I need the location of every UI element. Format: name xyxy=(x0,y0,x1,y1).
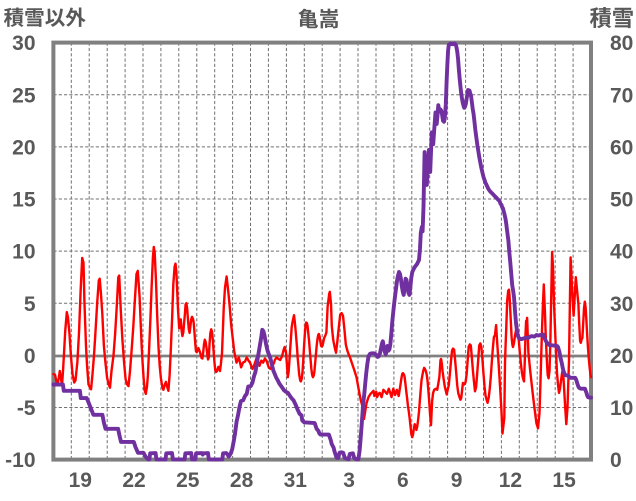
svg-text:10: 10 xyxy=(12,241,35,264)
svg-text:3: 3 xyxy=(343,469,355,492)
svg-text:20: 20 xyxy=(12,137,35,160)
svg-text:30: 30 xyxy=(610,293,633,316)
svg-text:6: 6 xyxy=(397,469,409,492)
svg-text:60: 60 xyxy=(610,137,633,160)
svg-text:28: 28 xyxy=(230,469,254,492)
svg-text:19: 19 xyxy=(69,469,92,492)
svg-text:25: 25 xyxy=(12,84,36,107)
svg-text:15: 15 xyxy=(552,469,576,492)
svg-text:5: 5 xyxy=(24,293,36,316)
svg-text:31: 31 xyxy=(284,469,308,492)
svg-text:40: 40 xyxy=(610,241,633,264)
svg-text:20: 20 xyxy=(610,345,633,368)
svg-text:30: 30 xyxy=(12,32,35,55)
svg-text:25: 25 xyxy=(176,469,200,492)
svg-text:22: 22 xyxy=(122,469,145,492)
svg-text:-5: -5 xyxy=(17,397,36,420)
svg-text:15: 15 xyxy=(12,189,36,212)
svg-text:0: 0 xyxy=(24,345,36,368)
svg-text:-10: -10 xyxy=(5,449,35,472)
svg-text:80: 80 xyxy=(610,32,633,55)
svg-text:12: 12 xyxy=(499,469,522,492)
svg-text:70: 70 xyxy=(610,84,633,107)
svg-text:0: 0 xyxy=(610,449,622,472)
svg-text:50: 50 xyxy=(610,189,633,212)
svg-text:9: 9 xyxy=(451,469,463,492)
svg-text:10: 10 xyxy=(610,397,633,420)
